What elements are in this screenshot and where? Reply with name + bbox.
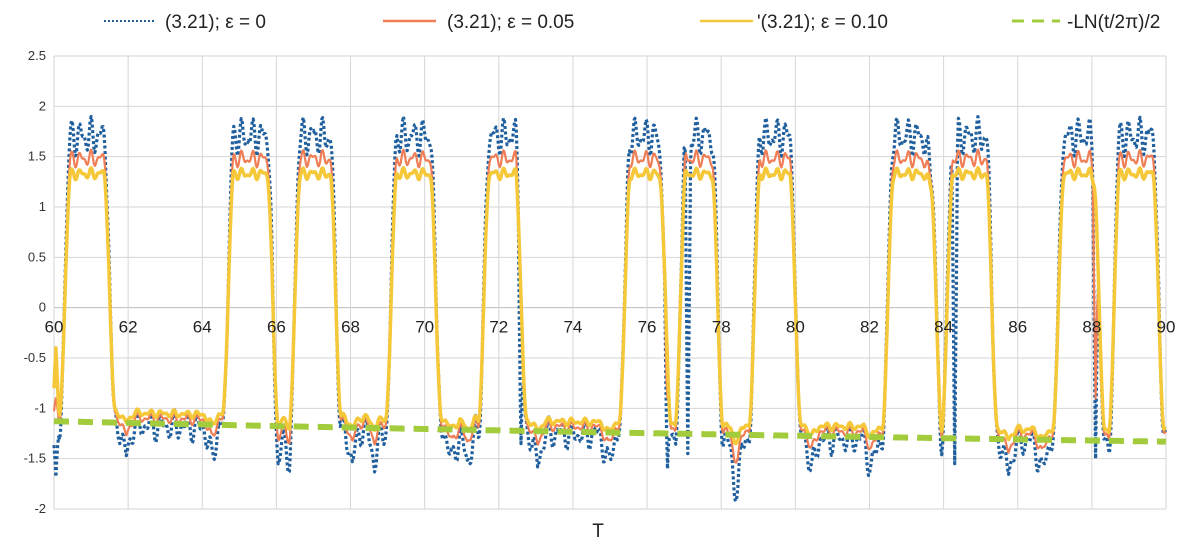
legend-label-eps0: (3.21); ε = 0 [165,12,266,33]
x-tick-labels: 60 62 64 66 68 70 72 74 76 78 80 82 84 86 88 90 [45,318,1176,337]
x-tick-label: 76 [638,318,657,337]
series-eps010-line [52,165,1167,446]
x-tick-label: 90 [1157,318,1176,337]
legend: (3.21); ε = 0 (3.21); ε = 0.05 '(3.21); … [104,12,1160,33]
y-tick-label: -1.5 [24,451,46,466]
x-tick-label: 64 [193,318,212,337]
x-tick-label: 68 [341,318,360,337]
y-tick-label: 0.5 [28,249,46,264]
legend-item-ln: -LN(t/2π)/2 [1012,12,1160,33]
x-tick-label: 86 [1008,318,1027,337]
y-tick-label: 1.5 [28,149,46,164]
y-tick-label: -1 [34,400,46,415]
x-tick-label: 88 [1082,318,1101,337]
x-tick-label: 72 [489,318,508,337]
y-tick-label: -2 [34,501,46,516]
y-tick-labels: 2.5 2 1.5 1 0.5 0 -0.5 -1 -1.5 -2 [24,48,46,516]
legend-label-eps010: '(3.21); ε = 0.10 [757,12,888,33]
legend-item-eps010: '(3.21); ε = 0.10 [700,12,888,33]
x-tick-label: 82 [860,318,879,337]
x-tick-label: 74 [563,318,582,337]
x-tick-label: 80 [786,318,805,337]
legend-item-eps005: (3.21); ε = 0.05 [383,12,574,33]
y-tick-label: -0.5 [24,350,46,365]
series-ln-line [51,418,1169,445]
plot-series [51,114,1169,503]
x-tick-label: 70 [415,318,434,337]
series-eps0-line [52,114,1168,503]
legend-label-ln: -LN(t/2π)/2 [1067,12,1160,33]
y-tick-label: 2.5 [28,48,46,63]
legend-label-eps005: (3.21); ε = 0.05 [447,12,574,33]
x-tick-label: 62 [119,318,138,337]
y-tick-label: 1 [39,199,46,214]
x-tick-label: 60 [45,318,64,337]
x-tick-label: 66 [267,318,286,337]
y-tick-label: 0 [39,300,46,315]
x-axis-title: T [592,521,604,542]
series-eps005-line [52,148,1167,464]
y-tick-label: 2 [39,98,46,113]
x-tick-label: 84 [934,318,953,337]
x-tick-label: 78 [712,318,731,337]
legend-item-eps0: (3.21); ε = 0 [104,12,266,33]
